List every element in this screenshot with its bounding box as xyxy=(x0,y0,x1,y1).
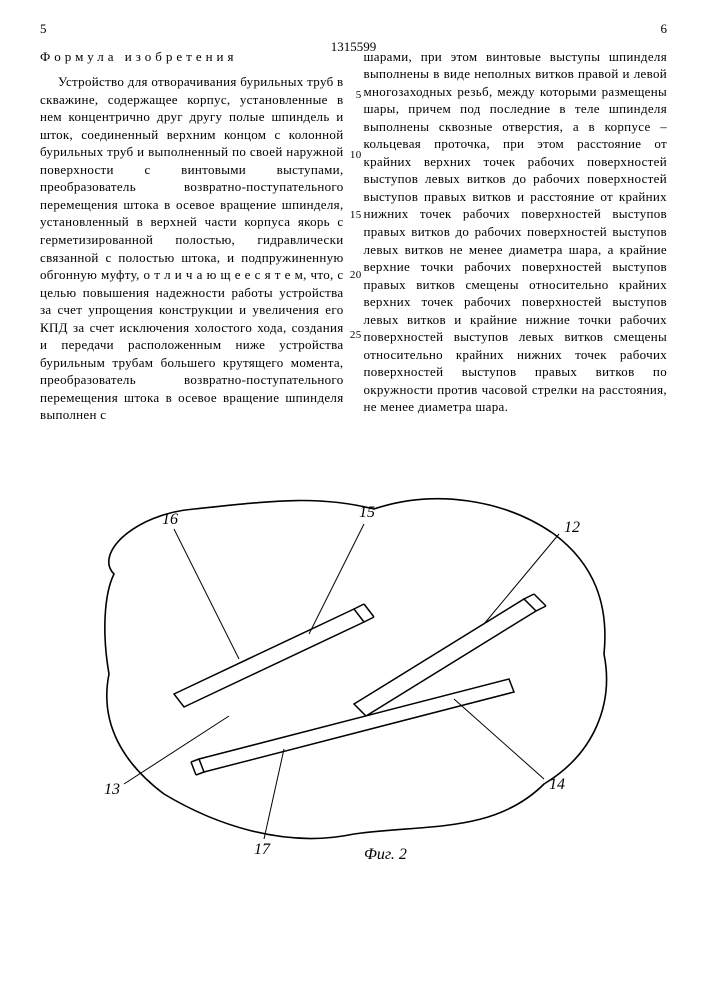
figure-svg: 16 15 12 13 17 14 Фиг. 2 xyxy=(54,454,654,874)
formula-heading: Формула изобретения xyxy=(40,48,344,66)
leader-14 xyxy=(454,699,544,779)
line-mark: 20 xyxy=(350,268,362,283)
leader-13 xyxy=(124,716,229,784)
strip-17-14 xyxy=(191,679,514,775)
leader-17 xyxy=(264,749,284,839)
leader-16 xyxy=(174,529,239,659)
figure-caption: Фиг. 2 xyxy=(364,846,407,863)
label-13: 13 xyxy=(104,781,120,798)
text-columns: Формула изобретения Устройство для отвор… xyxy=(40,48,667,424)
fragment-outline xyxy=(104,499,606,839)
label-17: 17 xyxy=(254,841,271,858)
line-mark: 15 xyxy=(350,208,362,223)
label-14: 14 xyxy=(549,776,565,793)
label-16: 16 xyxy=(162,511,178,528)
column-left: Формула изобретения Устройство для отвор… xyxy=(40,48,344,424)
label-12: 12 xyxy=(564,519,580,536)
left-paragraph: Устройство для отворачивания бурильных т… xyxy=(40,73,344,424)
right-paragraph: шарами, при этом винтовые выступы шпинде… xyxy=(364,48,668,416)
line-mark: 5 xyxy=(350,88,362,103)
strip-15 xyxy=(174,604,374,707)
figure-2: 16 15 12 13 17 14 Фиг. 2 xyxy=(40,454,667,874)
column-right: шарами, при этом винтовые выступы шпинде… xyxy=(364,48,668,424)
label-15: 15 xyxy=(359,504,375,521)
page-num-left: 5 xyxy=(40,20,47,38)
page-num-right: 6 xyxy=(661,20,668,38)
page-header: 5 1315599 6 xyxy=(40,20,667,38)
line-mark: 10 xyxy=(350,148,362,163)
line-mark: 25 xyxy=(350,328,362,343)
